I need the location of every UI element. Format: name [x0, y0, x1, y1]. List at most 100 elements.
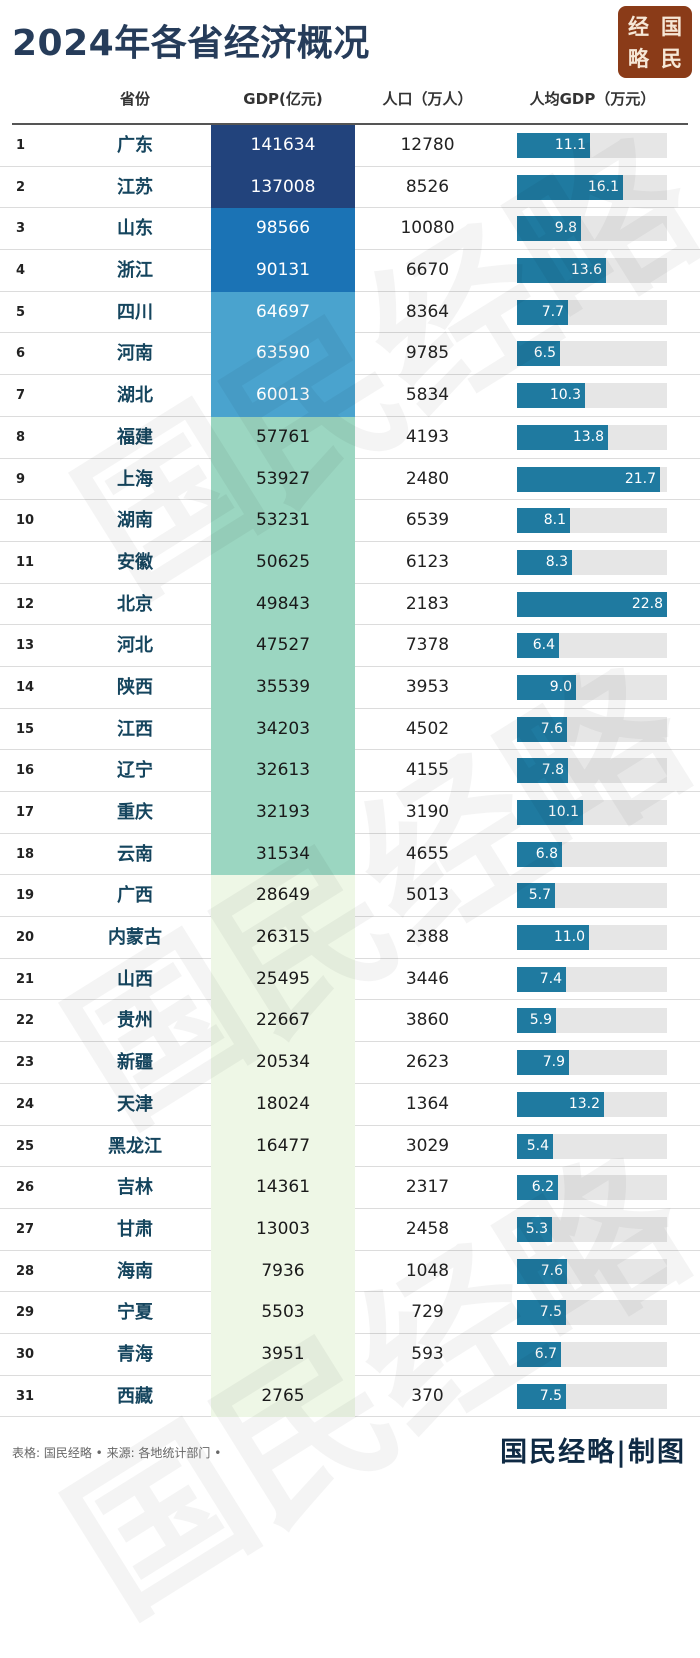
table-row: 18 云南 31534 4655 6.8 [0, 833, 700, 876]
population-cell: 4193 [405, 426, 450, 447]
table-row: 12 北京 49843 2183 22.8 [0, 583, 700, 626]
header-gdp: GDP(亿元) [243, 90, 323, 108]
province-cell: 陕西 [117, 676, 153, 698]
population-cell: 370 [411, 1385, 444, 1406]
table-row: 6 河南 63590 9785 6.5 [0, 333, 700, 376]
gdp-cell: 47527 [211, 625, 355, 667]
per-capita-bar [517, 1091, 604, 1117]
table-row: 7 湖北 60013 5834 10.3 [0, 375, 700, 417]
per-capita-bar [517, 674, 576, 700]
province-cell: 安徽 [117, 551, 153, 573]
province-cell: 湖南 [117, 510, 153, 532]
population-cell: 5834 [405, 385, 450, 406]
table-row: 4 浙江 90131 6670 13.6 [0, 250, 700, 292]
province-cell: 云南 [117, 843, 153, 865]
per-capita-bar-track: 7.8 [517, 758, 667, 784]
footer-credit: 国民经略|制图 [500, 1437, 686, 1468]
rank-cell: 22 [16, 1013, 35, 1029]
per-capita-bar [517, 466, 660, 492]
per-capita-bar-track: 7.5 [517, 1300, 667, 1326]
per-capita-bar-track: 7.9 [517, 1050, 667, 1076]
rank-cell: 24 [16, 1096, 35, 1112]
province-cell: 广东 [117, 135, 153, 156]
gdp-cell: 50625 [211, 541, 355, 584]
gdp-cell: 34203 [211, 708, 355, 751]
per-capita-bar-track: 8.3 [517, 549, 667, 575]
per-capita-bar-track: 7.4 [517, 966, 667, 992]
rank-cell: 30 [16, 1346, 35, 1362]
population-cell: 6539 [405, 510, 450, 531]
population-cell: 6123 [405, 551, 450, 572]
logo-char: 国 [661, 14, 682, 39]
province-cell: 上海 [117, 468, 153, 490]
population-cell: 4502 [405, 718, 450, 739]
per-capita-label: 5.7 [528, 887, 551, 904]
per-capita-bar-track: 7.7 [517, 299, 667, 325]
per-capita-label: 13.6 [570, 262, 602, 279]
province-cell: 海南 [117, 1260, 153, 1282]
page-title: 2024年各省经济概况 [12, 23, 370, 64]
per-capita-label: 6.4 [532, 637, 555, 654]
rank-cell: 23 [16, 1055, 35, 1071]
gdp-cell: 64697 [211, 291, 355, 334]
per-capita-label: 22.8 [631, 595, 663, 612]
rank-cell: 21 [16, 971, 35, 987]
rank-cell: 4 [16, 263, 26, 279]
gdp-cell: 57761 [211, 416, 355, 459]
rank-cell: 25 [16, 1138, 35, 1154]
population-cell: 9785 [405, 343, 450, 364]
per-capita-label: 6.7 [534, 1345, 557, 1362]
per-capita-bar-track: 7.5 [517, 1383, 667, 1409]
province-cell: 内蒙古 [108, 927, 162, 949]
per-capita-label: 5.9 [529, 1012, 552, 1029]
province-cell: 河南 [117, 343, 153, 365]
table-row: 1 广东 141634 12780 11.1 [0, 125, 700, 167]
per-capita-label: 7.9 [542, 1054, 565, 1071]
gdp-cell: 18024 [211, 1083, 355, 1126]
table-row: 14 陕西 35539 3953 9.0 [0, 666, 700, 709]
per-capita-label: 8.1 [543, 512, 566, 529]
table-row: 30 青海 3951 593 6.7 [0, 1333, 700, 1376]
table-row: 19 广西 28649 5013 5.7 [0, 875, 700, 918]
province-cell: 山西 [117, 968, 153, 990]
per-capita-label: 6.8 [535, 845, 558, 862]
per-capita-bar-track: 13.6 [517, 258, 667, 284]
per-capita-bar-track: 6.4 [517, 633, 667, 659]
per-capita-label: 7.5 [539, 1387, 562, 1404]
per-capita-bar-track: 10.3 [517, 383, 667, 409]
per-capita-label: 6.5 [533, 345, 556, 362]
province-cell: 青海 [117, 1343, 153, 1365]
footer-source: 表格: 国民经略 • 来源: 各地统计部门 • [12, 1446, 222, 1460]
gdp-cell: 25495 [211, 958, 355, 1001]
per-capita-bar-track: 5.4 [517, 1133, 667, 1159]
rank-cell: 15 [16, 721, 35, 737]
per-capita-bar-track: 7.6 [517, 1258, 667, 1284]
per-capita-label: 8.3 [545, 553, 568, 570]
per-capita-bar-track: 6.5 [517, 341, 667, 367]
per-capita-label: 11.0 [553, 929, 585, 946]
per-capita-label: 7.4 [539, 970, 562, 987]
rank-cell: 13 [16, 638, 35, 654]
province-cell: 辽宁 [117, 760, 153, 782]
per-capita-label: 7.8 [541, 762, 564, 779]
province-cell: 新疆 [117, 1052, 153, 1074]
population-cell: 8526 [405, 176, 450, 197]
rank-cell: 9 [16, 471, 26, 487]
per-capita-bar-track: 6.8 [517, 841, 667, 867]
gdp-cell: 13003 [211, 1208, 355, 1251]
table-row: 8 福建 57761 4193 13.8 [0, 416, 700, 459]
table-row: 16 辽宁 32613 4155 7.8 [0, 750, 700, 792]
logo-char: 略 [628, 46, 649, 71]
population-cell: 12780 [400, 135, 455, 155]
gdp-cell: 49843 [211, 583, 355, 626]
province-cell: 吉林 [117, 1177, 153, 1199]
table-row: 26 吉林 14361 2317 6.2 [0, 1167, 700, 1209]
population-cell: 4155 [405, 760, 450, 781]
per-capita-label: 9.8 [554, 220, 577, 237]
population-cell: 1048 [405, 1260, 450, 1281]
gdp-cell: 53927 [211, 458, 355, 501]
gdp-cell: 32193 [211, 792, 355, 834]
gdp-cell: 98566 [211, 208, 355, 251]
rank-cell: 8 [16, 429, 26, 445]
per-capita-bar [517, 1133, 553, 1159]
